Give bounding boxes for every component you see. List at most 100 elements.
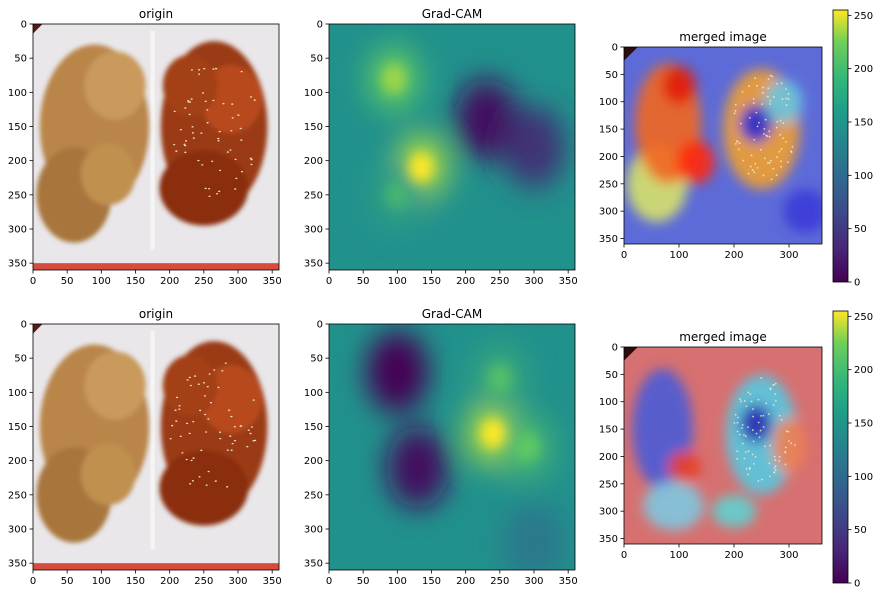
- x-tick-label: 50: [357, 276, 370, 287]
- y-tick-label: 50: [310, 54, 323, 65]
- x-tick-label: 100: [92, 576, 111, 587]
- colorbar-tick-label: 200: [854, 365, 873, 376]
- y-tick-label: 200: [304, 156, 323, 167]
- overlay-region: [643, 481, 704, 531]
- x-tick-label: 0: [30, 576, 36, 587]
- y-tick-label: 350: [304, 559, 323, 570]
- x-tick-label: 200: [160, 276, 179, 287]
- x-tick-label: 350: [263, 576, 282, 587]
- x-tick-label: 0: [621, 250, 627, 261]
- colorbar-tick-label: 250: [854, 11, 873, 22]
- x-tick-label: 300: [779, 250, 798, 261]
- x-tick-label: 300: [779, 550, 798, 561]
- cam-hotspot-core: [514, 431, 540, 463]
- x-tick-label: 0: [326, 276, 332, 287]
- y-tick-label: 50: [605, 70, 618, 81]
- panel-title: Grad-CAM: [422, 7, 482, 21]
- colorbar-tick-label: 50: [854, 525, 867, 536]
- y-tick-label: 100: [599, 397, 618, 408]
- panel-title: merged image: [679, 30, 767, 44]
- colorbar-tick-label: 100: [854, 171, 873, 182]
- x-tick-label: 250: [194, 576, 213, 587]
- x-tick-label: 300: [228, 576, 247, 587]
- y-tick-label: 200: [8, 456, 27, 467]
- x-tick-label: 0: [621, 550, 627, 561]
- y-tick-label: 300: [8, 225, 27, 236]
- y-tick-label: 250: [304, 190, 323, 201]
- photo-food-region: [80, 143, 136, 206]
- panel-top-activation: 0 50 100 150 200 250 300 3500501001502002503003…: [304, 7, 578, 287]
- photo-food-region: [159, 150, 249, 226]
- colorbar-tick-label: 250: [854, 312, 873, 323]
- photo-food-region: [84, 51, 146, 120]
- y-tick-label: 350: [8, 259, 27, 270]
- y-tick-label: 50: [310, 354, 323, 365]
- cam-hotspot-core: [480, 418, 506, 449]
- y-tick-label: 300: [304, 225, 323, 236]
- overlay-region: [668, 450, 701, 484]
- x-tick-label: 250: [194, 276, 213, 287]
- y-tick-label: 0: [612, 43, 618, 54]
- y-tick-label: 0: [21, 320, 27, 331]
- y-tick-label: 350: [599, 234, 618, 245]
- x-tick-label: 350: [559, 576, 578, 587]
- overlay-region: [783, 189, 822, 234]
- photo-food-region: [159, 450, 249, 526]
- y-tick-label: 100: [304, 88, 323, 99]
- y-tick-label: 50: [14, 54, 27, 65]
- y-tick-label: 350: [304, 259, 323, 270]
- y-tick-label: 300: [599, 207, 618, 218]
- x-tick-label: 100: [388, 576, 407, 587]
- panel-title: origin: [139, 307, 173, 321]
- colorbar: [832, 310, 849, 584]
- y-tick-label: 100: [8, 88, 27, 99]
- x-tick-label: 250: [490, 576, 509, 587]
- photo-food-region: [80, 443, 136, 506]
- y-tick-label: 250: [599, 179, 618, 190]
- y-tick-label: 0: [317, 20, 323, 31]
- panel-bottom-photo: 0 50 100 150 200 250 300 3500501001502002503003…: [8, 307, 282, 587]
- overlay-region: [712, 494, 756, 528]
- colorbar-tick-label: 0: [854, 579, 860, 590]
- y-tick-label: 300: [599, 507, 618, 518]
- y-tick-label: 50: [14, 354, 27, 365]
- cam-coldspot: [455, 78, 517, 161]
- y-tick-label: 350: [8, 559, 27, 570]
- x-tick-label: 300: [524, 576, 543, 587]
- x-tick-label: 150: [126, 276, 145, 287]
- y-tick-label: 150: [599, 425, 618, 436]
- x-tick-label: 300: [524, 276, 543, 287]
- x-tick-label: 100: [388, 276, 407, 287]
- overlay-region: [740, 404, 772, 443]
- y-tick-label: 0: [21, 20, 27, 31]
- panel-top-overlay: 0 100 200 300 0 50 100 150 200 250 300 350 merged im…: [599, 9, 873, 289]
- y-tick-label: 0: [612, 343, 618, 354]
- panel-title: origin: [139, 7, 173, 21]
- cam-coldspot: [366, 330, 429, 413]
- overlay-region: [662, 66, 696, 105]
- y-tick-label: 250: [599, 479, 618, 490]
- cam-coldspot: [503, 106, 565, 188]
- x-tick-label: 150: [422, 276, 441, 287]
- y-tick-label: 150: [304, 122, 323, 133]
- x-tick-label: 50: [61, 576, 74, 587]
- panel-title: Grad-CAM: [422, 307, 482, 321]
- colorbar-tick-label: 50: [854, 224, 867, 235]
- y-tick-label: 150: [8, 122, 27, 133]
- x-tick-label: 150: [422, 576, 441, 587]
- cam-hotspot-core: [487, 363, 513, 394]
- cam-hotspot-core: [408, 152, 434, 183]
- y-tick-label: 50: [605, 370, 618, 381]
- cam-hotspot-core: [385, 179, 410, 210]
- colorbar-tick-label: 0: [854, 278, 860, 289]
- x-tick-label: 100: [669, 550, 688, 561]
- overlay-region: [772, 418, 806, 473]
- panel-bottom-activation: 0 50 100 150 200 250 300 3500501001502002503003…: [304, 307, 578, 587]
- x-tick-label: 250: [490, 276, 509, 287]
- panel-title: merged image: [679, 330, 767, 344]
- colorbar-tick-label: 150: [854, 419, 873, 430]
- y-tick-label: 100: [8, 388, 27, 399]
- y-tick-label: 150: [599, 125, 618, 136]
- x-tick-label: 0: [30, 276, 36, 287]
